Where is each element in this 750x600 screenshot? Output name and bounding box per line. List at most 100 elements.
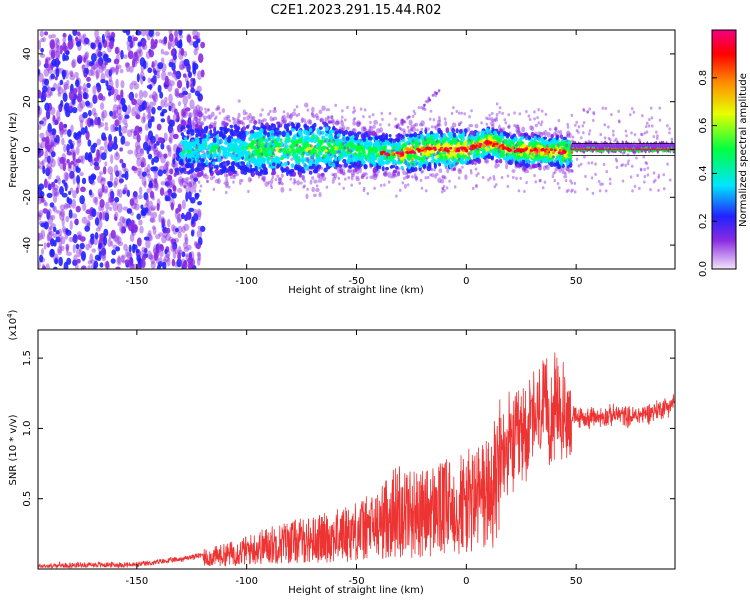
spectrogram-cell: [259, 127, 264, 134]
spectrogram-cell: [302, 151, 305, 155]
spectrogram-cell: [359, 107, 363, 111]
spectrogram-cell: [270, 178, 274, 185]
spectrogram-cell: [189, 259, 196, 268]
spectrogram-cell: [459, 120, 463, 125]
spectrogram-cell: [144, 123, 149, 131]
spectrogram-cell: [83, 37, 90, 45]
spectrogram-cell: [77, 95, 81, 101]
spectrogram-cell: [76, 138, 82, 148]
spectrogram-cell: [124, 122, 129, 129]
spectrogram-cell: [128, 244, 132, 253]
spectrogram-cell: [272, 125, 275, 129]
spectrogram-cell: [157, 169, 163, 177]
spectrogram-cell: [78, 85, 84, 91]
spectrogram-cell: [515, 128, 520, 133]
spectrogram-cell: [316, 142, 320, 148]
spectrogram-cell: [114, 176, 119, 186]
spectrogram-cell: [141, 41, 146, 50]
spectrogram-cell: [160, 217, 166, 225]
spectrogram-cell: [70, 160, 74, 165]
spectrogram-cell: [80, 251, 87, 261]
spectrogram-cell: [227, 137, 232, 144]
spectrogram-cell: [100, 152, 107, 161]
spectrogram-cell: [184, 253, 191, 258]
spectrogram-cell: [495, 113, 499, 117]
spectrogram-cell: [238, 120, 243, 124]
spectrogram-cell: [126, 208, 133, 214]
spectrogram-cell: [325, 138, 329, 144]
spectrogram-cell: [45, 109, 51, 120]
spectrogram-cell: [577, 125, 581, 129]
spectrogram-cell: [362, 188, 366, 193]
spectrogram-cell: [147, 112, 152, 119]
spectrogram-cell: [250, 144, 255, 150]
spectrogram-cell: [38, 124, 42, 130]
spectrogram-cell: [343, 146, 346, 150]
spectrogram-cell: [98, 250, 102, 260]
spectrogram-cell: [356, 120, 361, 125]
spectrogram-cell: [82, 92, 88, 100]
spectrogram-cell: [369, 165, 373, 169]
spectrogram-cell: [134, 125, 141, 135]
spectrogram-cell: [107, 166, 114, 175]
spectrogram-cell: [173, 237, 179, 243]
spectrogram-cell: [146, 135, 150, 142]
spectrogram-cell: [416, 128, 419, 132]
spectrogram-cell: [438, 118, 441, 122]
spectrogram-cell: [513, 111, 516, 115]
spectrogram-cell: [350, 169, 355, 176]
spectrogram-cell: [366, 191, 370, 196]
spectrogram-cell: [199, 121, 205, 126]
spectrogram-cell: [553, 131, 557, 136]
spectrogram-cell: [365, 176, 369, 180]
spectrogram-cell: [282, 144, 286, 148]
spectrogram-cell: [411, 114, 415, 118]
spectrogram-cell: [114, 216, 118, 221]
spectrogram-cell: [198, 189, 202, 193]
spectrogram-cell: [369, 164, 372, 168]
spectrogram-cell: [564, 172, 567, 176]
spectrogram-cell: [405, 171, 409, 176]
spectrogram-cell: [527, 114, 531, 118]
spectrogram-cell: [216, 148, 220, 153]
spectrogram-cell: [136, 167, 143, 172]
spectrogram-cell: [535, 153, 538, 157]
spectrogram-cell: [234, 127, 237, 131]
spectrogram-cell: [338, 168, 342, 172]
spectrogram-cell: [497, 163, 500, 167]
spectrogram-cell: [323, 167, 328, 173]
spectrogram-cell: [534, 180, 538, 184]
spectrogram-cell: [384, 168, 388, 175]
spectrogram-cell: [346, 149, 351, 154]
spectrogram-cell: [131, 243, 136, 254]
spectrogram-cell: [126, 44, 132, 52]
spectrogram-cell: [255, 150, 260, 156]
spectrogram-cell: [151, 139, 156, 150]
spectrogram-cell: [406, 154, 412, 161]
spectrogram-cell: [170, 202, 175, 211]
spectrogram-cell: [387, 172, 392, 179]
spectrogram-cell: [192, 208, 198, 215]
spectrogram-cell: [415, 160, 419, 164]
spectrogram-cell: [302, 185, 305, 189]
spectrogram-cell: [199, 161, 202, 166]
spectrogram-cell: [47, 215, 54, 225]
spectrogram-cell: [114, 152, 120, 161]
spectrogram-cell: [353, 168, 357, 173]
spectrogram-cell: [450, 111, 454, 116]
spectrogram-cell: [423, 136, 427, 140]
spectrogram-cell: [504, 160, 508, 164]
spectrogram-cell: [421, 107, 425, 111]
spectrogram-cell: [392, 169, 398, 173]
spectrogram-cell: [349, 157, 353, 163]
spectrogram-cell: [570, 189, 573, 193]
spectrogram-cell: [52, 187, 57, 197]
spectrogram-cell: [236, 124, 239, 128]
spectrogram-cell: [626, 153, 630, 157]
spectrogram-cell: [207, 130, 210, 135]
spectrogram-cell: [63, 83, 70, 90]
spectrogram-cell: [257, 138, 261, 143]
spectrogram-cell: [137, 194, 143, 200]
spectrogram-cell: [129, 198, 135, 206]
spectrogram-cell: [270, 129, 275, 135]
